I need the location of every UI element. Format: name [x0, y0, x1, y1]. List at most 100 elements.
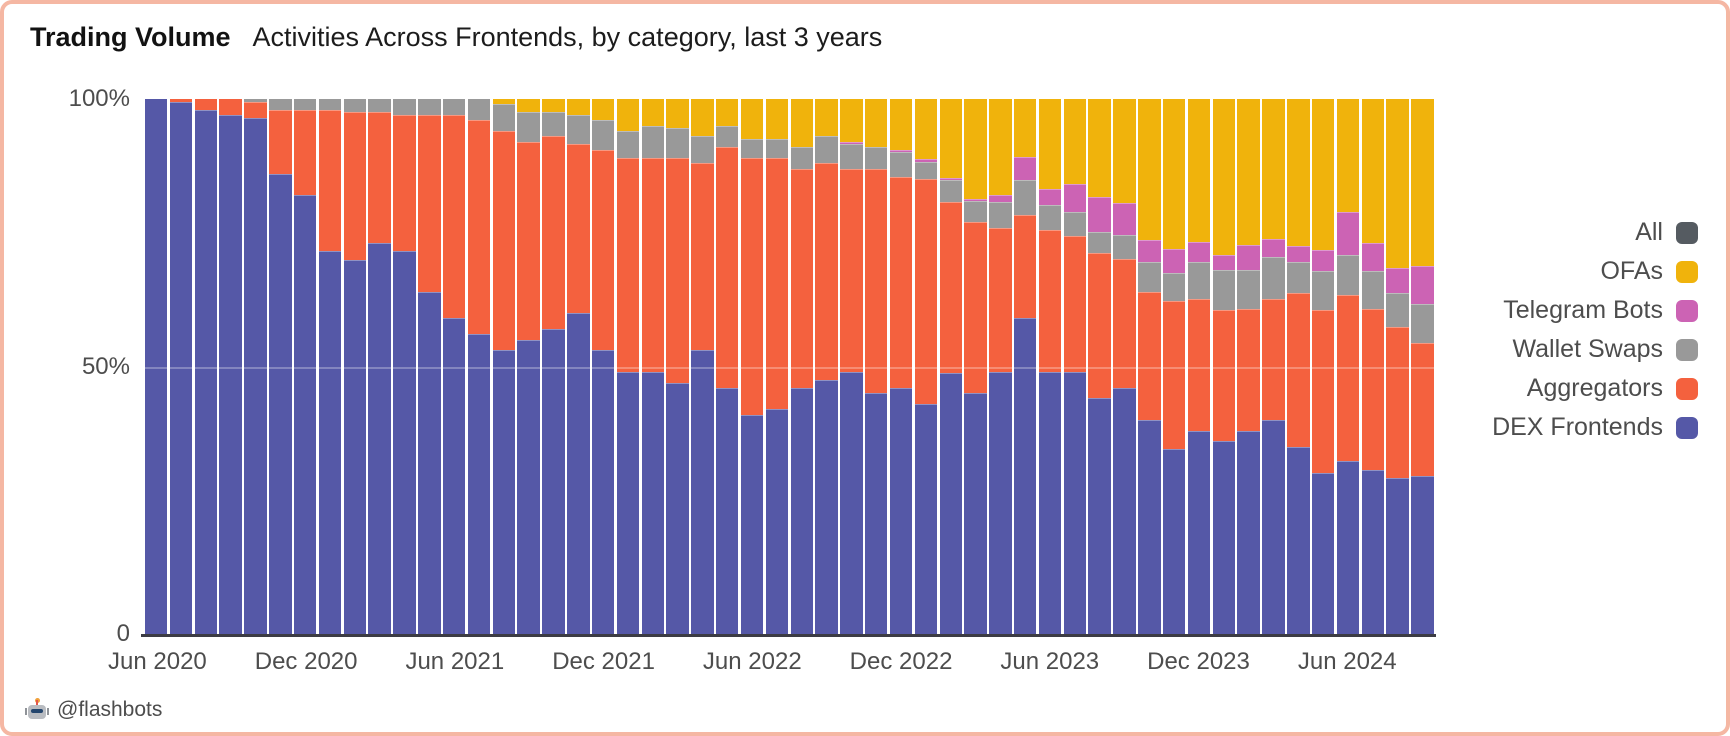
bar-aug-2022[interactable]	[790, 99, 813, 634]
segment-dex-frontends	[765, 409, 789, 634]
segment-ofas	[1212, 99, 1236, 256]
segment-wallet-swaps	[1287, 261, 1310, 294]
bar-mar-2024[interactable]	[1262, 99, 1285, 634]
bar-feb-2023[interactable]	[939, 99, 962, 634]
bar-dec-2021[interactable]	[591, 99, 615, 634]
segment-telegram-bots	[1063, 183, 1087, 212]
bar-oct-2022[interactable]	[840, 99, 863, 634]
bar-may-2022[interactable]	[716, 99, 739, 634]
segment-dex-frontends	[219, 115, 242, 634]
segment-telegram-bots	[1361, 243, 1385, 271]
segment-dex-frontends	[740, 414, 764, 634]
legend-item-aggregators[interactable]: Aggregators	[1492, 374, 1698, 403]
bar-apr-2022[interactable]	[691, 99, 714, 634]
bar-jun-2023[interactable]	[1038, 99, 1062, 634]
bar-apr-2021[interactable]	[393, 99, 416, 634]
bar-jul-2024[interactable]	[1361, 99, 1385, 634]
legend-item-all[interactable]: All	[1492, 218, 1698, 247]
segment-ofas	[840, 99, 863, 142]
bar-nov-2023[interactable]	[1162, 99, 1186, 634]
bar-jun-2021[interactable]	[442, 99, 466, 634]
bar-jul-2022[interactable]	[765, 99, 789, 634]
bar-feb-2024[interactable]	[1237, 99, 1260, 634]
bar-dec-2020[interactable]	[293, 99, 317, 634]
bar-jul-2020[interactable]	[169, 99, 193, 634]
segment-aggregators	[1287, 293, 1310, 447]
bar-oct-2021[interactable]	[542, 99, 565, 634]
bar-may-2024[interactable]	[1311, 99, 1335, 634]
segment-wallet-swaps	[840, 144, 863, 169]
legend-item-wallet-swaps[interactable]: Wallet Swaps	[1492, 335, 1698, 364]
bar-sep-2023[interactable]	[1113, 99, 1136, 634]
segment-dex-frontends	[244, 117, 267, 634]
bar-nov-2022[interactable]	[865, 99, 888, 634]
bar-jun-2022[interactable]	[740, 99, 764, 634]
bar-dec-2023[interactable]	[1187, 99, 1211, 634]
bar-apr-2023[interactable]	[989, 99, 1012, 634]
legend: All OFAs Telegram Bots Wallet Swaps Aggregat…	[1492, 218, 1698, 442]
segment-wallet-swaps	[393, 99, 416, 116]
bar-aug-2021[interactable]	[492, 99, 516, 634]
segment-telegram-bots	[840, 141, 863, 145]
bar-mar-2021[interactable]	[368, 99, 391, 634]
bar-feb-2021[interactable]	[343, 99, 367, 634]
segment-dex-frontends	[442, 318, 466, 634]
segment-aggregators	[169, 99, 193, 102]
segment-dex-frontends	[393, 251, 416, 634]
bar-sep-2022[interactable]	[815, 99, 838, 634]
segment-wallet-swaps	[1138, 261, 1161, 292]
bar-aug-2020[interactable]	[194, 99, 218, 634]
bar-jan-2023[interactable]	[914, 99, 938, 634]
bar-oct-2023[interactable]	[1138, 99, 1161, 634]
plot-area	[145, 99, 1434, 634]
bar-may-2021[interactable]	[418, 99, 441, 634]
segment-dex-frontends	[169, 101, 193, 634]
segment-wallet-swaps	[318, 99, 342, 110]
segment-ofas	[492, 99, 516, 105]
bar-nov-2021[interactable]	[567, 99, 590, 634]
segment-wallet-swaps	[964, 200, 987, 223]
legend-item-ofas[interactable]: OFAs	[1492, 257, 1698, 286]
bar-jul-2023[interactable]	[1063, 99, 1087, 634]
legend-item-telegram-bots[interactable]: Telegram Bots	[1492, 296, 1698, 325]
segment-wallet-swaps	[418, 99, 441, 116]
segment-wallet-swaps	[1162, 272, 1186, 301]
segment-wallet-swaps	[1237, 270, 1260, 309]
x-axis: Jun 2020 Dec 2020 Jun 2021 Dec 2021 Jun 2022…	[108, 648, 1434, 680]
segment-aggregators	[790, 168, 813, 388]
bar-jan-2024[interactable]	[1212, 99, 1236, 634]
bar-sep-2021[interactable]	[517, 99, 540, 634]
bar-nov-2020[interactable]	[269, 99, 292, 634]
bar-jul-2021[interactable]	[467, 99, 491, 634]
segment-aggregators	[1038, 230, 1062, 372]
bar-jan-2021[interactable]	[318, 99, 342, 634]
bar-dec-2022[interactable]	[889, 99, 913, 634]
bar-oct-2020[interactable]	[244, 99, 267, 634]
bar-aug-2023[interactable]	[1088, 99, 1111, 634]
bar-sep-2020[interactable]	[219, 99, 242, 634]
segment-wallet-swaps	[368, 99, 391, 113]
segment-aggregators	[219, 99, 242, 116]
segment-telegram-bots	[1138, 240, 1161, 262]
legend-item-dex-frontends[interactable]: DEX Frontends	[1492, 413, 1698, 442]
segment-wallet-swaps	[1187, 261, 1211, 299]
bar-jun-2020[interactable]	[145, 99, 168, 634]
bar-apr-2024[interactable]	[1287, 99, 1310, 634]
bar-sep-2024[interactable]	[1411, 99, 1434, 634]
bar-jun-2024[interactable]	[1336, 99, 1360, 634]
segment-dex-frontends	[716, 387, 739, 634]
segment-telegram-bots	[1187, 242, 1211, 262]
bar-feb-2022[interactable]	[641, 99, 664, 634]
bar-mar-2023[interactable]	[964, 99, 987, 634]
segment-wallet-swaps	[616, 131, 640, 158]
segment-dex-frontends	[889, 387, 913, 634]
segment-dex-frontends	[1088, 398, 1111, 634]
segment-wallet-swaps	[815, 136, 838, 164]
bar-jan-2022[interactable]	[616, 99, 640, 634]
bar-mar-2022[interactable]	[666, 99, 689, 634]
bar-may-2023[interactable]	[1013, 99, 1037, 634]
segment-aggregators	[442, 115, 466, 319]
bar-aug-2024[interactable]	[1386, 99, 1409, 634]
segment-aggregators	[989, 227, 1012, 373]
segment-aggregators	[666, 157, 689, 383]
